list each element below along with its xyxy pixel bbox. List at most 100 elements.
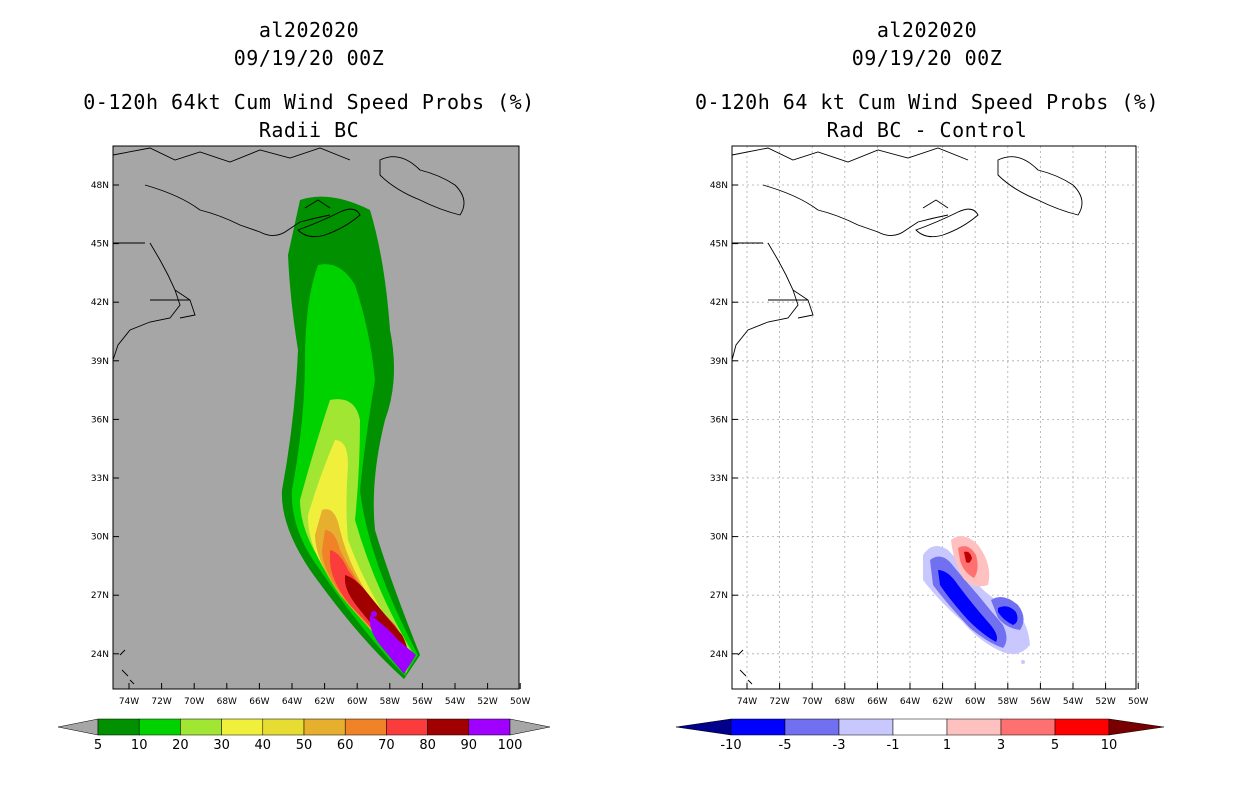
- datetime-title: 09/19/20 00Z: [233, 46, 385, 70]
- storm-id-title: al202020: [876, 18, 978, 42]
- lon-axis: 74W 72W 70W 68W 66W 64W 62W 60W 58W 56W 54W 52W 50W: [737, 683, 1148, 707]
- lat-tick-label: 36N: [91, 415, 109, 425]
- colorbar-swatch: [97, 718, 140, 736]
- colorbar-swatch: [221, 718, 264, 736]
- left-colorbar: 5 10 20 30 40 50 60 70 80 90 100: [57, 718, 551, 753]
- colorbar-label: 10: [131, 738, 148, 753]
- lat-tick-label: 27N: [91, 591, 109, 601]
- lon-tick-label: 60W: [347, 697, 367, 707]
- lat-tick-label: 42N: [91, 298, 109, 308]
- colorbar-swatch: [1054, 718, 1110, 736]
- datetime-title: 09/19/20 00Z: [851, 46, 1003, 70]
- lat-tick-label: 24N: [91, 650, 109, 660]
- lon-tick-label: 72W: [151, 697, 171, 707]
- lat-tick-label: 33N: [710, 474, 728, 484]
- colorbar-swatch: [180, 718, 222, 736]
- lon-tick-label: 56W: [412, 697, 432, 707]
- colorbar-label: 3: [997, 738, 1005, 753]
- gridlines: [732, 146, 1139, 689]
- colorbar-low-extension: [675, 718, 732, 736]
- lon-tick-label: 50W: [1128, 697, 1148, 707]
- product-title: 0-120h 64 kt Cum Wind Speed Probs (%): [694, 90, 1160, 114]
- lon-tick-label: 74W: [119, 697, 139, 707]
- right-colorbar: -10 -5 -3 -1 1 3 5 10: [675, 718, 1165, 753]
- probability-plume: [281, 196, 420, 679]
- coastlines: [731, 147, 1083, 685]
- colorbar-label: 1: [943, 738, 951, 753]
- colorbar-label: 80: [419, 738, 436, 753]
- lat-tick-label: 42N: [710, 298, 728, 308]
- product-title: 0-120h 64kt Cum Wind Speed Probs (%): [83, 90, 535, 114]
- lon-tick-label: 70W: [184, 697, 204, 707]
- lon-tick-label: 52W: [477, 697, 497, 707]
- colorbar-swatch: [892, 718, 948, 736]
- lat-tick-label: 30N: [91, 533, 109, 543]
- storm-id-title: al202020: [258, 18, 360, 42]
- colorbar-label: 100: [498, 738, 523, 753]
- colorbar-swatch: [427, 718, 470, 736]
- lat-tick-label: 48N: [710, 181, 728, 191]
- colorbar-swatch: [138, 718, 181, 736]
- colorbar-label: 5: [1051, 738, 1059, 753]
- lat-tick-label: 48N: [91, 181, 109, 191]
- lat-axis: 48N 45N 42N 39N 36N 33N 30N 27N 24N: [91, 181, 119, 660]
- lat-tick-label: 33N: [91, 474, 109, 484]
- colorbar-label: 70: [378, 738, 395, 753]
- colorbar-swatch: [946, 718, 1002, 736]
- lon-tick-label: 64W: [900, 697, 920, 707]
- colorbar-swatch: [468, 718, 511, 736]
- left-panel: al202020 09/19/20 00Z 0-120h 64kt Cum Wi…: [57, 18, 551, 753]
- lon-tick-label: 64W: [282, 697, 302, 707]
- colorbar-swatch: [344, 718, 387, 736]
- lon-tick-label: 62W: [314, 697, 334, 707]
- colorbar-label: -1: [887, 738, 900, 753]
- map-background: [732, 146, 1136, 689]
- colorbar-swatch: [730, 718, 786, 736]
- colorbar-label: 90: [461, 738, 478, 753]
- colorbar-swatch: [303, 718, 346, 736]
- lat-tick-label: 39N: [91, 357, 109, 367]
- lon-tick-label: 54W: [1063, 697, 1083, 707]
- colorbar-label: -10: [720, 738, 741, 753]
- colorbar-swatch: [386, 718, 428, 736]
- lat-tick-label: 36N: [710, 415, 728, 425]
- lon-tick-label: 58W: [380, 697, 400, 707]
- colorbar-label: 30: [213, 738, 230, 753]
- lon-tick-label: 50W: [510, 697, 530, 707]
- colorbar-swatch: [1000, 718, 1056, 736]
- colorbar-swatch: [262, 718, 305, 736]
- lon-axis: 74W 72W 70W 68W 66W 64W 62W 60W 58W 56W 54W 52W 50W: [119, 683, 530, 707]
- colorbar-label: 5: [94, 738, 102, 753]
- colorbar-high-extension: [1108, 718, 1165, 736]
- colorbar-low-extension: [57, 718, 99, 736]
- lat-tick-label: 45N: [710, 240, 728, 250]
- lon-tick-label: 66W: [867, 697, 887, 707]
- right-map-svg: 48N 45N 42N 39N 36N 33N 30N 27N 24N 74W 72W 70W 68W…: [675, 145, 1165, 753]
- lon-tick-label: 54W: [445, 697, 465, 707]
- lon-tick-label: 56W: [1030, 697, 1050, 707]
- colorbar-label: 60: [337, 738, 354, 753]
- lat-tick-label: 24N: [710, 650, 728, 660]
- lon-tick-label: 70W: [802, 697, 822, 707]
- lon-tick-label: 62W: [932, 697, 952, 707]
- colorbar-high-extension: [509, 718, 551, 736]
- lon-tick-label: 60W: [965, 697, 985, 707]
- difference-field: [923, 536, 1030, 664]
- lon-tick-label: 58W: [998, 697, 1018, 707]
- lon-tick-label: 72W: [769, 697, 789, 707]
- colorbar-label: -5: [779, 738, 792, 753]
- lon-tick-label: 74W: [737, 697, 757, 707]
- lat-tick-label: 39N: [710, 357, 728, 367]
- coastlines: [112, 147, 465, 685]
- colorbar-label: 20: [172, 738, 189, 753]
- right-panel: al202020 09/19/20 00Z 0-120h 64 kt Cum W…: [618, 0, 1236, 800]
- product-subtitle: Rad BC - Control: [826, 118, 1028, 142]
- lat-tick-label: 45N: [91, 240, 109, 250]
- lat-tick-label: 30N: [710, 533, 728, 543]
- map-frame: [112, 145, 520, 690]
- colorbar-label: 10: [1101, 738, 1118, 753]
- lat-tick-label: 27N: [710, 591, 728, 601]
- product-subtitle: Radii BC: [258, 118, 360, 142]
- lon-tick-label: 68W: [217, 697, 237, 707]
- colorbar-swatch: [784, 718, 840, 736]
